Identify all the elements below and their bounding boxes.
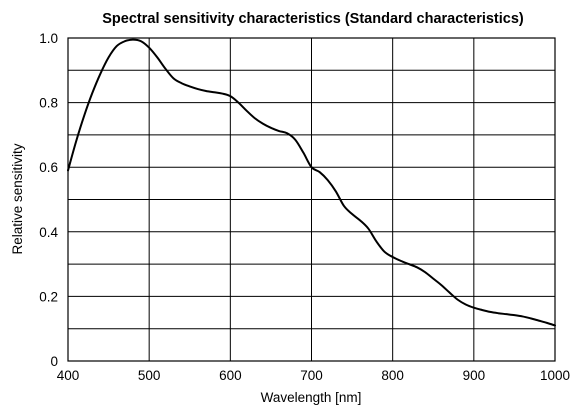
- y-tick-label: 0.6: [39, 160, 58, 175]
- y-tick-label: 0.8: [39, 96, 58, 111]
- grid-lines: [68, 38, 555, 361]
- y-axis-label: Relative sensitivity: [10, 143, 25, 254]
- x-tick-label: 700: [300, 368, 323, 383]
- x-tick-label: 500: [138, 368, 161, 383]
- x-tick-label: 600: [219, 368, 242, 383]
- x-tick-label: 1000: [540, 368, 570, 383]
- y-tick-label: 0: [50, 354, 58, 369]
- y-tick-label: 0.2: [39, 289, 58, 304]
- x-axis-tick-labels: 400 500 600 700 800 900 1000: [57, 368, 570, 383]
- x-tick-label: 400: [57, 368, 80, 383]
- sensitivity-curve: [67, 38, 556, 327]
- y-tick-label: 1.0: [39, 31, 58, 46]
- x-axis-label: Wavelength [nm]: [261, 390, 362, 405]
- plot-area-frame: [67, 37, 556, 362]
- y-axis-tick-labels: 0 0.2 0.4 0.6 0.8 1.0: [39, 31, 58, 369]
- x-tick-label: 800: [381, 368, 404, 383]
- y-tick-label: 0.4: [39, 225, 58, 240]
- chart-title: Spectral sensitivity characteristics (St…: [102, 11, 524, 27]
- x-tick-label: 900: [463, 368, 486, 383]
